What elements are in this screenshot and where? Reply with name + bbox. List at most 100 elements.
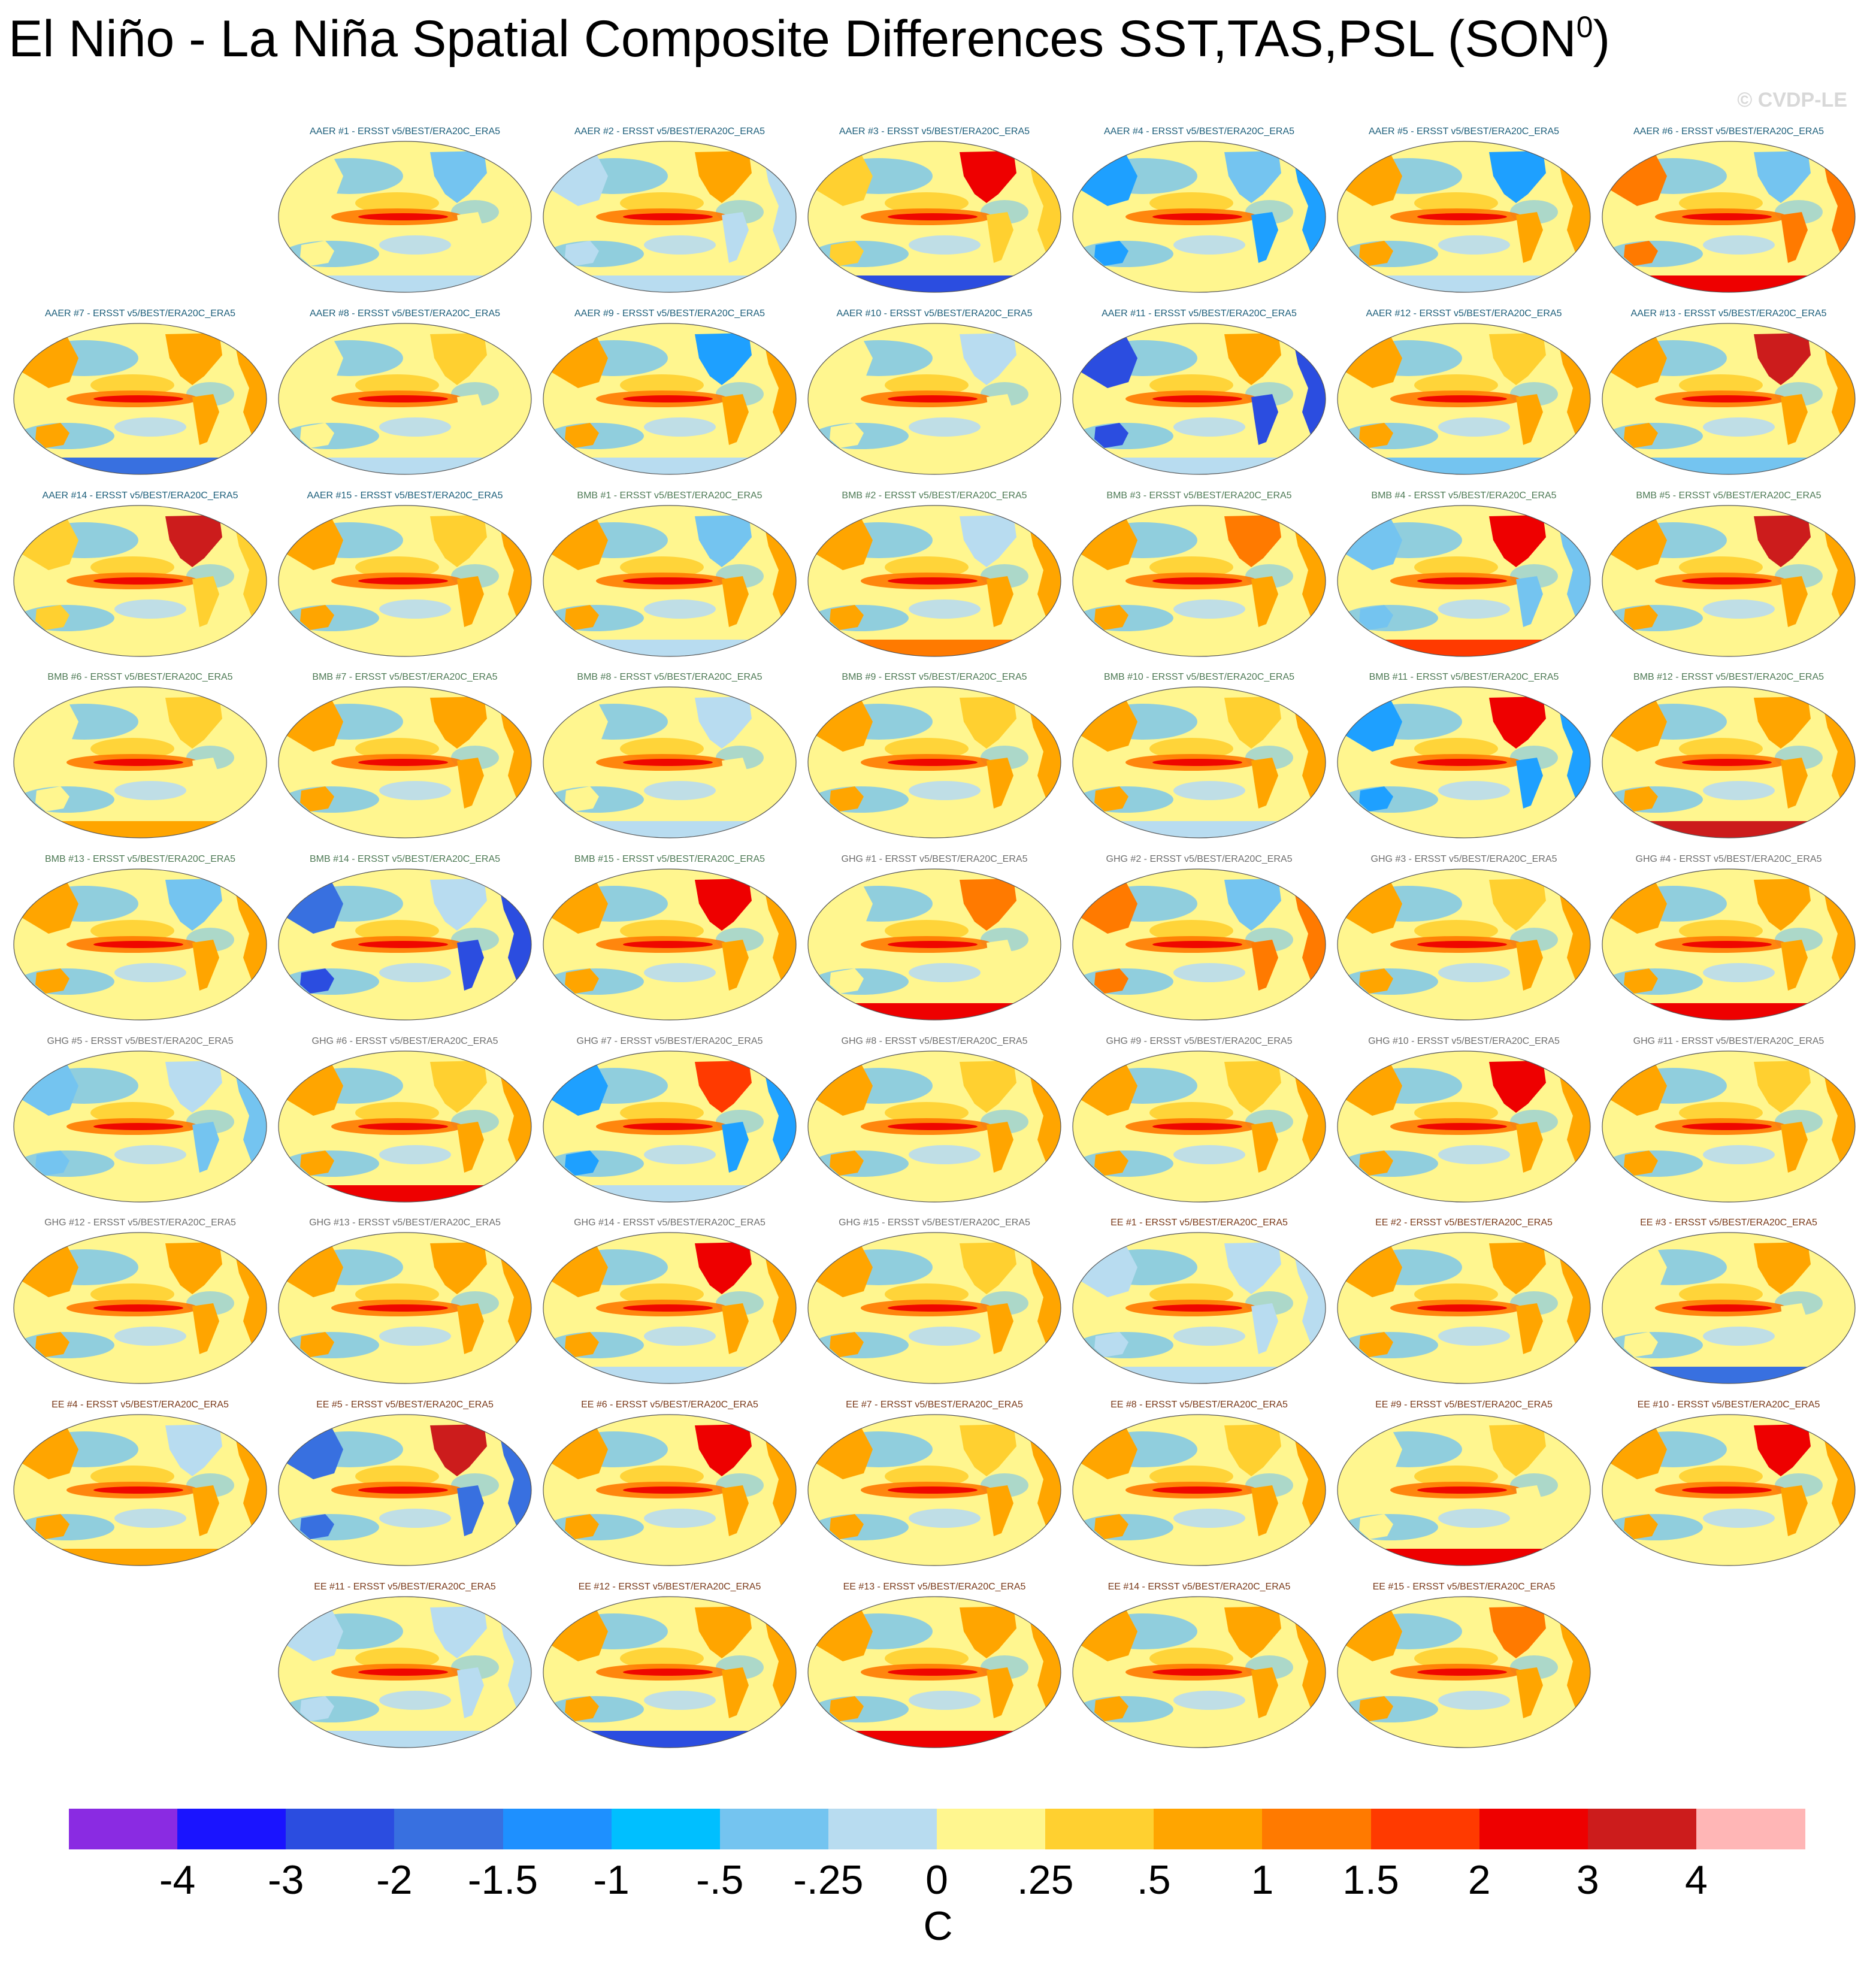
world-map [1072, 1050, 1326, 1203]
world-map [807, 1596, 1061, 1748]
colorbar-tick-label: 1.5 [1342, 1857, 1399, 1903]
map-panel: AAER #4 - ERSST v5/BEST/ERA20C_ERA5 [1067, 126, 1331, 296]
world-map [807, 1050, 1061, 1203]
panel-label: BMB #13 - ERSST v5/BEST/ERA20C_ERA5 [44, 854, 236, 864]
world-map [278, 1050, 532, 1203]
panel-label: BMB #6 - ERSST v5/BEST/ERA20C_ERA5 [47, 672, 233, 682]
world-map [278, 505, 532, 657]
panel-label: AAER #6 - ERSST v5/BEST/ERA20C_ERA5 [1633, 126, 1824, 137]
map-panel: EE #3 - ERSST v5/BEST/ERA20C_ERA5 [1597, 1217, 1860, 1388]
map-panel: EE #7 - ERSST v5/BEST/ERA20C_ERA5 [803, 1399, 1066, 1570]
panel-label: AAER #14 - ERSST v5/BEST/ERA20C_ERA5 [42, 491, 238, 501]
map-panel: BMB #14 - ERSST v5/BEST/ERA20C_ERA5 [273, 853, 537, 1024]
colorbar-box [177, 1809, 286, 1849]
map-panel: GHG #15 - ERSST v5/BEST/ERA20C_ERA5 [803, 1217, 1066, 1388]
world-map [807, 1414, 1061, 1566]
map-panel: EE #9 - ERSST v5/BEST/ERA20C_ERA5 [1332, 1399, 1596, 1570]
world-map [1337, 141, 1591, 293]
map-panel: GHG #1 - ERSST v5/BEST/ERA20C_ERA5 [803, 853, 1066, 1024]
panel-label: BMB #12 - ERSST v5/BEST/ERA20C_ERA5 [1633, 672, 1824, 682]
panel-label: GHG #2 - ERSST v5/BEST/ERA20C_ERA5 [1106, 854, 1293, 864]
colorbar-box [937, 1809, 1046, 1849]
map-panel: BMB #9 - ERSST v5/BEST/ERA20C_ERA5 [803, 671, 1066, 842]
world-map [543, 141, 797, 293]
world-map [1602, 1050, 1856, 1203]
panel-label: GHG #10 - ERSST v5/BEST/ERA20C_ERA5 [1368, 1036, 1560, 1046]
world-map [278, 868, 532, 1021]
world-map [543, 868, 797, 1021]
panel-label: AAER #3 - ERSST v5/BEST/ERA20C_ERA5 [839, 126, 1030, 137]
world-map [807, 505, 1061, 657]
map-panel: EE #4 - ERSST v5/BEST/ERA20C_ERA5 [8, 1399, 272, 1570]
panel-label: BMB #4 - ERSST v5/BEST/ERA20C_ERA5 [1371, 491, 1557, 501]
panel-label: BMB #8 - ERSST v5/BEST/ERA20C_ERA5 [577, 672, 762, 682]
world-map [543, 686, 797, 838]
world-map [278, 686, 532, 838]
world-map [543, 1596, 797, 1748]
world-map [1337, 1414, 1591, 1566]
world-map [543, 323, 797, 475]
panel-label: BMB #10 - ERSST v5/BEST/ERA20C_ERA5 [1103, 672, 1295, 682]
map-panel: AAER #7 - ERSST v5/BEST/ERA20C_ERA5 [8, 308, 272, 479]
panel-label: BMB #15 - ERSST v5/BEST/ERA20C_ERA5 [574, 854, 765, 864]
world-map [278, 323, 532, 475]
panel-label: GHG #4 - ERSST v5/BEST/ERA20C_ERA5 [1635, 854, 1822, 864]
colorbar-units: C [923, 1903, 953, 1949]
colorbar-box [1154, 1809, 1263, 1849]
map-panel: AAER #5 - ERSST v5/BEST/ERA20C_ERA5 [1332, 126, 1596, 296]
world-map [807, 686, 1061, 838]
map-panel: BMB #5 - ERSST v5/BEST/ERA20C_ERA5 [1597, 490, 1860, 661]
world-map [1072, 505, 1326, 657]
colorbar-tick-label: .25 [1016, 1857, 1074, 1903]
panel-label: GHG #11 - ERSST v5/BEST/ERA20C_ERA5 [1633, 1036, 1824, 1046]
world-map [1337, 1050, 1591, 1203]
map-panel: BMB #3 - ERSST v5/BEST/ERA20C_ERA5 [1067, 490, 1331, 661]
panel-label: EE #9 - ERSST v5/BEST/ERA20C_ERA5 [1375, 1400, 1553, 1410]
map-panel: EE #14 - ERSST v5/BEST/ERA20C_ERA5 [1067, 1581, 1331, 1752]
panel-label: AAER #2 - ERSST v5/BEST/ERA20C_ERA5 [574, 126, 765, 137]
world-map [1602, 323, 1856, 475]
colorbar-ticks: -4 -3 -2 -1.5 -1 -.5 -.25 0 .25 .5 1 1.5 2 3 4 [0, 1860, 1876, 1908]
colorbar-box [1587, 1809, 1697, 1849]
map-panel: AAER #9 - ERSST v5/BEST/ERA20C_ERA5 [538, 308, 801, 479]
panel-label: EE #14 - ERSST v5/BEST/ERA20C_ERA5 [1108, 1582, 1291, 1592]
figure-title: El Niño - La Niña Spatial Composite Diff… [8, 10, 1611, 68]
map-panel: EE #1 - ERSST v5/BEST/ERA20C_ERA5 [1067, 1217, 1331, 1388]
colorbar-tick-label: 3 [1576, 1857, 1599, 1903]
map-panel: GHG #3 - ERSST v5/BEST/ERA20C_ERA5 [1332, 853, 1596, 1024]
colorbar-tick-label: -4 [159, 1857, 196, 1903]
panel-label: AAER #10 - ERSST v5/BEST/ERA20C_ERA5 [836, 308, 1033, 319]
map-panel: EE #10 - ERSST v5/BEST/ERA20C_ERA5 [1597, 1399, 1860, 1570]
world-map [1602, 141, 1856, 293]
colorbar-box [286, 1809, 395, 1849]
world-map [543, 1050, 797, 1203]
world-map [13, 1414, 267, 1566]
map-panel: BMB #10 - ERSST v5/BEST/ERA20C_ERA5 [1067, 671, 1331, 842]
map-panel: EE #5 - ERSST v5/BEST/ERA20C_ERA5 [273, 1399, 537, 1570]
panel-label: GHG #14 - ERSST v5/BEST/ERA20C_ERA5 [574, 1218, 765, 1228]
map-panel: AAER #6 - ERSST v5/BEST/ERA20C_ERA5 [1597, 126, 1860, 296]
colorbar-box [1696, 1809, 1805, 1849]
map-panel: AAER #15 - ERSST v5/BEST/ERA20C_ERA5 [273, 490, 537, 661]
panel-label: GHG #1 - ERSST v5/BEST/ERA20C_ERA5 [841, 854, 1028, 864]
colorbar [69, 1809, 1805, 1849]
map-panel: AAER #2 - ERSST v5/BEST/ERA20C_ERA5 [538, 126, 801, 296]
panel-label: EE #8 - ERSST v5/BEST/ERA20C_ERA5 [1111, 1400, 1288, 1410]
map-panel: EE #13 - ERSST v5/BEST/ERA20C_ERA5 [803, 1581, 1066, 1752]
panel-label: AAER #1 - ERSST v5/BEST/ERA20C_ERA5 [309, 126, 501, 137]
world-map [13, 686, 267, 838]
panel-label: BMB #11 - ERSST v5/BEST/ERA20C_ERA5 [1369, 672, 1559, 682]
world-map [1337, 686, 1591, 838]
map-panel: EE #6 - ERSST v5/BEST/ERA20C_ERA5 [538, 1399, 801, 1570]
map-panel: BMB #6 - ERSST v5/BEST/ERA20C_ERA5 [8, 671, 272, 842]
world-map [543, 1414, 797, 1566]
panel-label: GHG #3 - ERSST v5/BEST/ERA20C_ERA5 [1370, 854, 1557, 864]
panel-label: EE #11 - ERSST v5/BEST/ERA20C_ERA5 [314, 1582, 496, 1592]
map-panel: GHG #10 - ERSST v5/BEST/ERA20C_ERA5 [1332, 1036, 1596, 1206]
map-panel: BMB #8 - ERSST v5/BEST/ERA20C_ERA5 [538, 671, 801, 842]
world-map [1072, 1596, 1326, 1748]
colorbar-tick-label: 4 [1684, 1857, 1708, 1903]
world-map [1337, 505, 1591, 657]
panel-label: AAER #8 - ERSST v5/BEST/ERA20C_ERA5 [309, 308, 501, 319]
panel-label: AAER #12 - ERSST v5/BEST/ERA20C_ERA5 [1366, 308, 1562, 319]
